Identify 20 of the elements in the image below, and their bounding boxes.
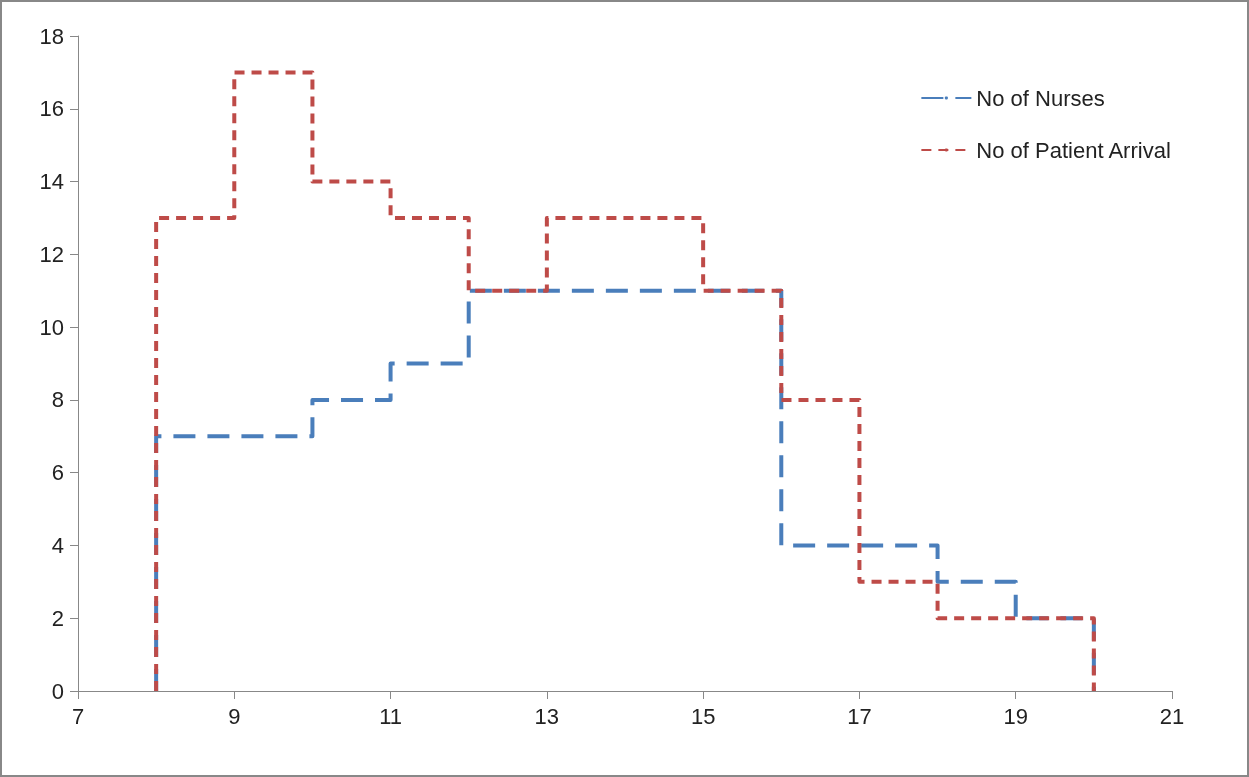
x-tick-label: 13 — [534, 703, 560, 729]
x-tick-label: 21 — [1159, 703, 1185, 729]
y-tick-label: 2 — [51, 605, 64, 631]
x-tick-label: 9 — [228, 703, 241, 729]
y-tick-label: 4 — [51, 532, 64, 558]
y-tick-label: 14 — [39, 169, 64, 195]
y-tick-label: 10 — [39, 314, 64, 340]
x-tick-label: 7 — [71, 703, 85, 729]
y-tick-label: 12 — [39, 241, 64, 267]
x-tick-label: 19 — [1003, 703, 1028, 729]
y-tick-label: 0 — [51, 678, 64, 704]
y-tick-label: 16 — [39, 96, 64, 122]
x-tick-label: 11 — [379, 703, 402, 729]
x-tick-label: 17 — [847, 703, 872, 729]
legend-label: No of Patient Arrival — [976, 137, 1171, 163]
x-tick-label: 15 — [690, 703, 716, 729]
legend-label: No of Nurses — [976, 85, 1105, 111]
y-tick-label: 6 — [51, 460, 64, 486]
y-tick-label: 8 — [51, 387, 64, 413]
y-tick-label: 18 — [39, 23, 64, 49]
